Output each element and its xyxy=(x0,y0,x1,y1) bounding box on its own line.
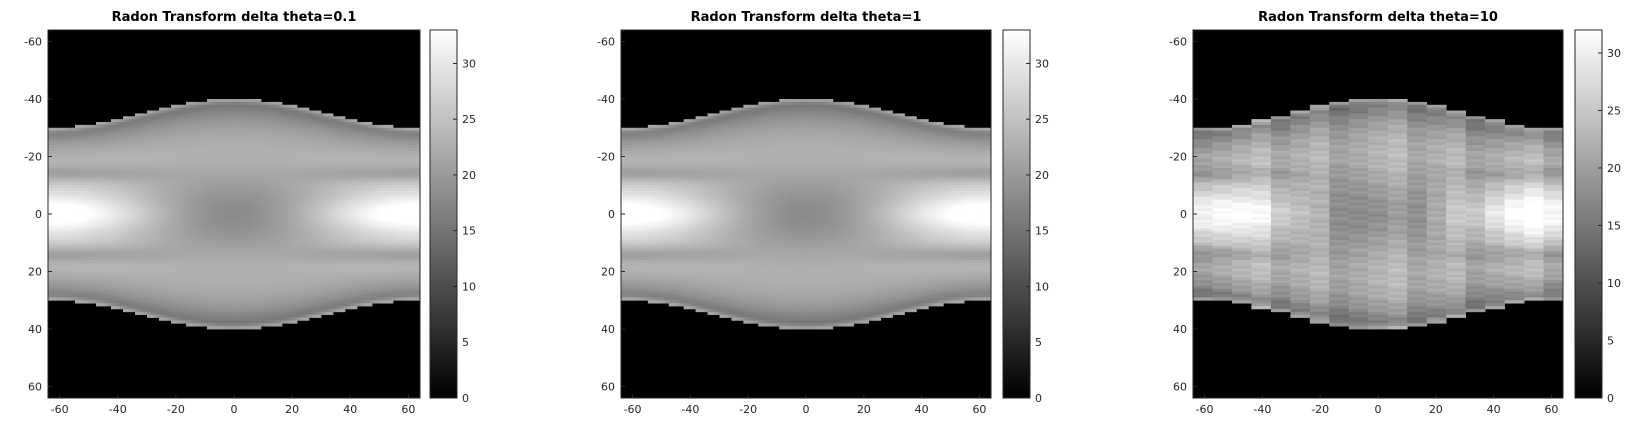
y-tick-label: 20 xyxy=(28,266,42,279)
x-tick-label: -60 xyxy=(51,403,69,416)
x-tick-label: 0 xyxy=(803,403,810,416)
y-tick-label: 60 xyxy=(601,381,615,394)
colorbar-tick-label: 25 xyxy=(1607,105,1621,118)
y-tick-label: -40 xyxy=(597,93,615,106)
y-tick-label: 60 xyxy=(28,381,42,394)
colorbar-tick-label: 25 xyxy=(462,113,476,126)
x-tick-label: -40 xyxy=(109,403,127,416)
colorbar-tick-label: 20 xyxy=(1035,169,1049,182)
colorbar-tick-label: 10 xyxy=(1035,280,1049,293)
y-tick-label: 0 xyxy=(1180,208,1187,221)
colorbar-tick-label: 0 xyxy=(1035,392,1042,405)
x-tick-label: 40 xyxy=(1487,403,1501,416)
colorbar xyxy=(1002,29,1031,399)
colorbar-tick-label: 15 xyxy=(1035,225,1049,238)
panel-3: Radon Transform delta theta=10 -60 -40 -20 0… xyxy=(1169,10,1621,416)
y-tick-label: 0 xyxy=(608,208,615,221)
radon-image xyxy=(1193,30,1563,398)
x-tick-label: 60 xyxy=(972,403,986,416)
y-tick-label: -20 xyxy=(1169,151,1187,164)
y-tick-label: 20 xyxy=(601,266,615,279)
y-tick-label: 40 xyxy=(1173,323,1187,336)
chart-title: Radon Transform delta theta=10 xyxy=(1258,10,1498,25)
colorbar xyxy=(429,29,458,399)
x-tick-label: 0 xyxy=(231,403,238,416)
x-tick-label: -20 xyxy=(1311,403,1329,416)
colorbar-tick-label: 0 xyxy=(1607,392,1614,405)
colorbar-tick-label: 10 xyxy=(1607,277,1621,290)
colorbar xyxy=(1574,29,1603,399)
radon-image xyxy=(48,30,420,398)
x-tick-label: -60 xyxy=(624,403,642,416)
y-tick-label: 60 xyxy=(1173,381,1187,394)
chart-title: Radon Transform delta theta=1 xyxy=(691,10,922,25)
y-tick-label: 40 xyxy=(28,323,42,336)
colorbar-tick-label: 5 xyxy=(1035,336,1042,349)
x-tick-label: 60 xyxy=(401,403,415,416)
y-tick-label: -60 xyxy=(1169,36,1187,49)
colorbar-tick-label: 0 xyxy=(462,392,469,405)
colorbar-tick-label: 15 xyxy=(462,225,476,238)
colorbar-tick-label: 20 xyxy=(462,169,476,182)
x-tick-label: -40 xyxy=(1253,403,1271,416)
x-tick-label: 0 xyxy=(1375,403,1382,416)
colorbar-tick-label: 5 xyxy=(462,336,469,349)
x-tick-label: 40 xyxy=(915,403,929,416)
x-tick-label: 60 xyxy=(1544,403,1558,416)
y-tick-label: -60 xyxy=(24,36,42,49)
y-tick-label: 0 xyxy=(35,208,42,221)
colorbar-tick-label: 25 xyxy=(1035,113,1049,126)
y-tick-label: 20 xyxy=(1173,266,1187,279)
x-tick-label: 20 xyxy=(1429,403,1443,416)
y-tick-label: -20 xyxy=(597,151,615,164)
x-tick-label: 40 xyxy=(343,403,357,416)
x-tick-label: 20 xyxy=(285,403,299,416)
x-tick-label: -20 xyxy=(739,403,757,416)
y-tick-label: -40 xyxy=(1169,93,1187,106)
chart-title: Radon Transform delta theta=0.1 xyxy=(112,10,357,25)
x-tick-label: -20 xyxy=(167,403,185,416)
colorbar-tick-label: 10 xyxy=(462,280,476,293)
panel-1: Radon Transform delta theta=0.1 -60 -40 -20… xyxy=(24,10,476,416)
colorbar-tick-label: 30 xyxy=(1035,57,1049,70)
x-tick-label: 20 xyxy=(857,403,871,416)
colorbar-tick-label: 15 xyxy=(1607,220,1621,233)
colorbar-tick-label: 5 xyxy=(1607,335,1614,348)
x-tick-label: -60 xyxy=(1196,403,1214,416)
x-tick-label: -40 xyxy=(681,403,699,416)
y-tick-label: -60 xyxy=(597,36,615,49)
panel-2: Radon Transform delta theta=1 -60 -40 -20 0 2… xyxy=(597,10,1049,416)
y-tick-label: -20 xyxy=(24,151,42,164)
colorbar-tick-label: 20 xyxy=(1607,162,1621,175)
y-tick-label: -40 xyxy=(24,93,42,106)
colorbar-tick-label: 30 xyxy=(462,57,476,70)
radon-image xyxy=(621,30,991,398)
colorbar-tick-label: 30 xyxy=(1607,47,1621,60)
y-tick-label: 40 xyxy=(601,323,615,336)
